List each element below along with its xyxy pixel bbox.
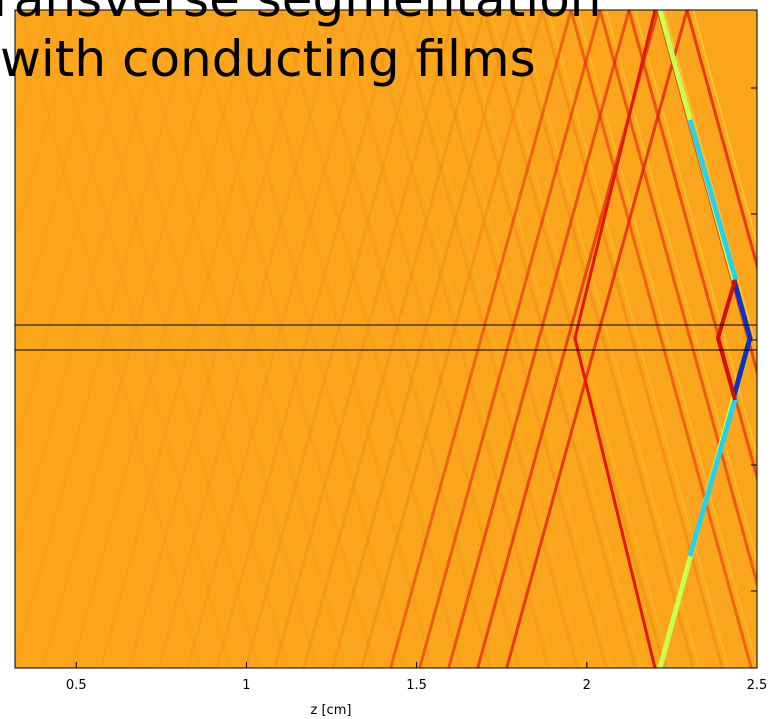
wave-line: [685, 10, 757, 272]
front-red: [573, 10, 657, 668]
wave-line: [366, 10, 550, 668]
x-tick-label: 1.5: [406, 678, 427, 693]
wave-line-light: [547, 10, 730, 668]
wave-line: [41, 10, 225, 668]
wave-line: [244, 10, 428, 668]
wave-line: [505, 10, 689, 668]
plot-background: [15, 10, 757, 668]
plot-frame: [14, 9, 758, 669]
wave-line: [279, 10, 463, 668]
wave-line: [18, 10, 202, 668]
wave-line-light: [199, 10, 382, 668]
wave-line-light: [576, 10, 757, 668]
wave-line-light: [112, 10, 295, 668]
wave-line: [418, 10, 602, 668]
wave-line-light: [257, 10, 440, 668]
wave-line: [511, 10, 695, 668]
wave-line: [389, 10, 573, 668]
wave-line: [192, 10, 376, 668]
wave-line: [569, 10, 753, 668]
wave-line: [215, 10, 399, 668]
wave-line: [221, 10, 405, 668]
title-line: with conducting films: [0, 30, 536, 88]
x-tick-label: 2: [583, 678, 591, 693]
front-cyan: [687, 119, 739, 281]
wave-line: [273, 10, 457, 668]
wave-line-light: [605, 10, 757, 565]
wave-line: [424, 10, 608, 668]
wave-line: [15, 10, 51, 140]
wave-line: [250, 10, 434, 668]
wave-line-light: [83, 10, 266, 668]
wave-line: [331, 10, 515, 668]
y-ticks: [751, 87, 757, 592]
wave-line: [157, 10, 341, 668]
wave-line: [163, 10, 347, 668]
wave-line: [337, 10, 521, 668]
wave-line-light: [692, 10, 757, 248]
wave-line-light: [373, 10, 556, 668]
wave-line: [453, 10, 637, 668]
wave-line: [15, 10, 167, 564]
wave-line: [447, 10, 631, 668]
wave-line: [186, 10, 370, 668]
wave-line: [105, 10, 289, 668]
title-line: Transverse segmentation: [0, 0, 601, 28]
wave-line: [395, 10, 579, 668]
wave-line-light: [402, 10, 585, 668]
wave-line-light: [663, 10, 757, 354]
wave-line-light: [460, 10, 643, 668]
front-cyan: [687, 395, 739, 557]
wave-line: [302, 10, 486, 668]
wave-line: [47, 10, 231, 668]
wave-line-light: [315, 10, 498, 668]
wave-line: [15, 10, 109, 352]
front-red: [715, 279, 737, 401]
wave-line: [15, 10, 196, 668]
wave-line-light: [54, 10, 237, 668]
wave-line-light: [228, 10, 411, 668]
wave-line: [598, 10, 757, 589]
wave-line-light: [431, 10, 614, 668]
x-tick-label: 0.5: [66, 678, 87, 693]
field-pattern: [15, 10, 757, 668]
wave-line-light: [170, 10, 353, 668]
wave-line: [128, 10, 312, 668]
wave-line-light: [25, 10, 208, 668]
wave-line-light: [489, 10, 672, 668]
wave-line: [360, 10, 544, 668]
front-blue: [731, 279, 753, 397]
x-axis-label: z [cm]: [311, 703, 352, 718]
wave-line: [70, 10, 254, 668]
wave-line-light: [286, 10, 469, 668]
wave-line-light: [344, 10, 527, 668]
wave-line-light: [634, 10, 757, 460]
wave-line: [134, 10, 318, 668]
wave-line: [308, 10, 492, 668]
x-tick-label: 1: [242, 678, 250, 693]
wave-line: [15, 10, 138, 458]
wave-line: [76, 10, 260, 668]
wave-line: [15, 10, 80, 246]
wave-line-light: [518, 10, 701, 668]
x-tick-label: 2.5: [747, 678, 768, 693]
wave-line: [99, 10, 283, 668]
wave-line-light: [141, 10, 324, 668]
